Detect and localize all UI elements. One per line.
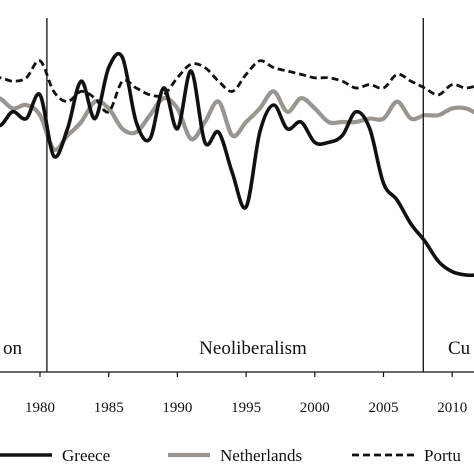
- x-tick-label: 1990: [162, 400, 192, 416]
- legend-label-netherlands: Netherlands: [220, 446, 302, 465]
- x-tick-label: 1995: [231, 400, 261, 416]
- x-tick-label: 2000: [300, 400, 330, 416]
- legend: Greece Netherlands Portu: [0, 446, 461, 465]
- legend-label-portu: Portu: [424, 446, 461, 465]
- x-axis-ticks: 1980 1985 1990 1995 2000 2005 2010: [25, 372, 467, 416]
- period-markers: [46, 18, 424, 372]
- period-labels: on Neoliberalism Cu: [3, 338, 471, 359]
- x-tick-label: 1980: [25, 400, 55, 416]
- period-label-on: on: [3, 338, 23, 359]
- series-line-greece: [0, 51, 474, 278]
- x-tick-label: 1985: [94, 400, 124, 416]
- series-line-portu: [0, 59, 474, 114]
- x-tick-label: 2010: [437, 400, 467, 416]
- period-label-cu: Cu: [448, 338, 471, 359]
- series-line-netherlands: [0, 89, 474, 152]
- series-layer: [0, 51, 474, 278]
- legend-label-greece: Greece: [62, 446, 110, 465]
- period-label-neoliberalism: Neoliberalism: [199, 338, 307, 359]
- x-tick-label: 2005: [369, 400, 399, 416]
